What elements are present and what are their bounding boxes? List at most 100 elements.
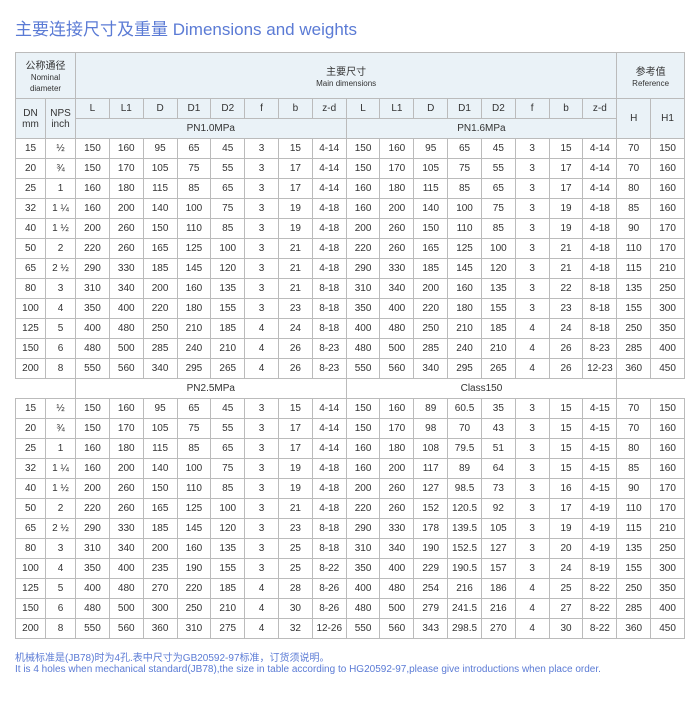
table-cell: 5 (46, 319, 76, 339)
table-cell: 270 (143, 579, 177, 599)
table-cell: 19 (278, 459, 312, 479)
table-cell: 400 (346, 579, 380, 599)
table-cell: 17 (549, 159, 583, 179)
ref-header: 参考值Reference (617, 53, 685, 99)
table-cell: 125 (16, 319, 46, 339)
table-cell: 100 (211, 499, 245, 519)
table-cell: 560 (380, 619, 414, 639)
table-cell: 200 (346, 479, 380, 499)
table-cell: 3 (515, 419, 549, 439)
table-cell: 500 (109, 339, 143, 359)
table-cell: 3 (245, 299, 279, 319)
table-cell: 1 (46, 439, 76, 459)
table-cell: 79.5 (448, 439, 482, 459)
table-cell: 4 (245, 339, 279, 359)
table-row: 12554004802702201854288-2640048025421618… (16, 579, 685, 599)
table-cell: 15 (549, 139, 583, 159)
table-cell: 55 (211, 159, 245, 179)
table-cell: 110 (448, 219, 482, 239)
table-cell: 4-18 (312, 479, 346, 499)
table-cell: 170 (651, 219, 685, 239)
table-cell: 3 (515, 539, 549, 559)
table-cell: 145 (448, 259, 482, 279)
table-cell: 190 (177, 559, 211, 579)
table-row: 25116018011585653174-1416018010879.55131… (16, 439, 685, 459)
table-cell: 8-18 (312, 319, 346, 339)
table-cell: 220 (76, 499, 110, 519)
table-cell: 330 (380, 519, 414, 539)
table-cell: 220 (143, 299, 177, 319)
table-cell: 290 (76, 259, 110, 279)
table-cell: 550 (346, 619, 380, 639)
table-cell: 240 (448, 339, 482, 359)
table-cell: 4-14 (312, 179, 346, 199)
table-cell: 70 (617, 139, 651, 159)
table-cell: 350 (346, 299, 380, 319)
table-cell: 65 (211, 439, 245, 459)
table-row: 10043504002201801553238-1835040022018015… (16, 299, 685, 319)
table-cell: 400 (380, 299, 414, 319)
table-cell: 110 (177, 479, 211, 499)
table-cell: 279 (414, 599, 448, 619)
table-cell: 220 (346, 499, 380, 519)
footnote-cn: 机械标准是(JB78)时为4孔.表中尺寸为GB20592-97标准，订货须说明。 (15, 649, 685, 664)
table-row: 401 ½200260150110853194-1820026015011085… (16, 219, 685, 239)
table-cell: 25 (278, 539, 312, 559)
table-cell: 4-14 (583, 159, 617, 179)
table-cell: 160 (346, 199, 380, 219)
table-cell: 45 (211, 399, 245, 419)
table-cell: 185 (481, 319, 515, 339)
table-row: 15½1501609565453154-141501608960.5353154… (16, 399, 685, 419)
table-cell: 3 (245, 499, 279, 519)
table-cell: 139.5 (448, 519, 482, 539)
table-cell: 260 (109, 479, 143, 499)
table-cell: 3 (515, 439, 549, 459)
table-cell: 330 (109, 519, 143, 539)
table-cell: 26 (278, 359, 312, 379)
table-cell: 295 (448, 359, 482, 379)
table-cell: 4 (515, 599, 549, 619)
table-row: 20085505603402952654268-2355056034029526… (16, 359, 685, 379)
table-cell: 210 (481, 339, 515, 359)
table-cell: 70 (617, 419, 651, 439)
table-cell: 115 (617, 519, 651, 539)
table-cell: 100 (481, 239, 515, 259)
table-cell: 285 (617, 599, 651, 619)
table-cell: 80 (16, 539, 46, 559)
table-cell: 290 (346, 519, 380, 539)
table-cell: 340 (414, 359, 448, 379)
table-cell: 170 (651, 499, 685, 519)
table-cell: 3 (515, 479, 549, 499)
table-cell: 89 (414, 399, 448, 419)
table-cell: 15 (16, 139, 46, 159)
table-cell: 1 ½ (46, 479, 76, 499)
table-cell: 290 (346, 259, 380, 279)
table-cell: 1 ¼ (46, 459, 76, 479)
table-cell: 3 (515, 459, 549, 479)
table-cell: 3 (245, 399, 279, 419)
table-cell: 200 (109, 199, 143, 219)
table-cell: 250 (617, 319, 651, 339)
table-row: 10043504002351901553258-22350400229190.5… (16, 559, 685, 579)
table-cell: 25 (16, 439, 46, 459)
table-cell: 25 (549, 579, 583, 599)
table-cell: 2 ½ (46, 519, 76, 539)
table-row: 25116018011585653174-1416018011585653174… (16, 179, 685, 199)
table-cell: 85 (481, 219, 515, 239)
table-cell: 150 (76, 159, 110, 179)
table-cell: 3 (245, 479, 279, 499)
table-cell: 3 (245, 259, 279, 279)
table-cell: 285 (414, 339, 448, 359)
table-cell: 178 (414, 519, 448, 539)
table-cell: 8-18 (312, 279, 346, 299)
table-cell: 3 (245, 239, 279, 259)
table-cell: 240 (177, 339, 211, 359)
table-cell: 400 (380, 559, 414, 579)
table-cell: 250 (414, 319, 448, 339)
table-cell: 115 (414, 179, 448, 199)
table-cell: 4-14 (312, 439, 346, 459)
table-cell: 50 (16, 239, 46, 259)
table-cell: 75 (448, 159, 482, 179)
table-cell: 125 (177, 499, 211, 519)
table-cell: 200 (76, 479, 110, 499)
